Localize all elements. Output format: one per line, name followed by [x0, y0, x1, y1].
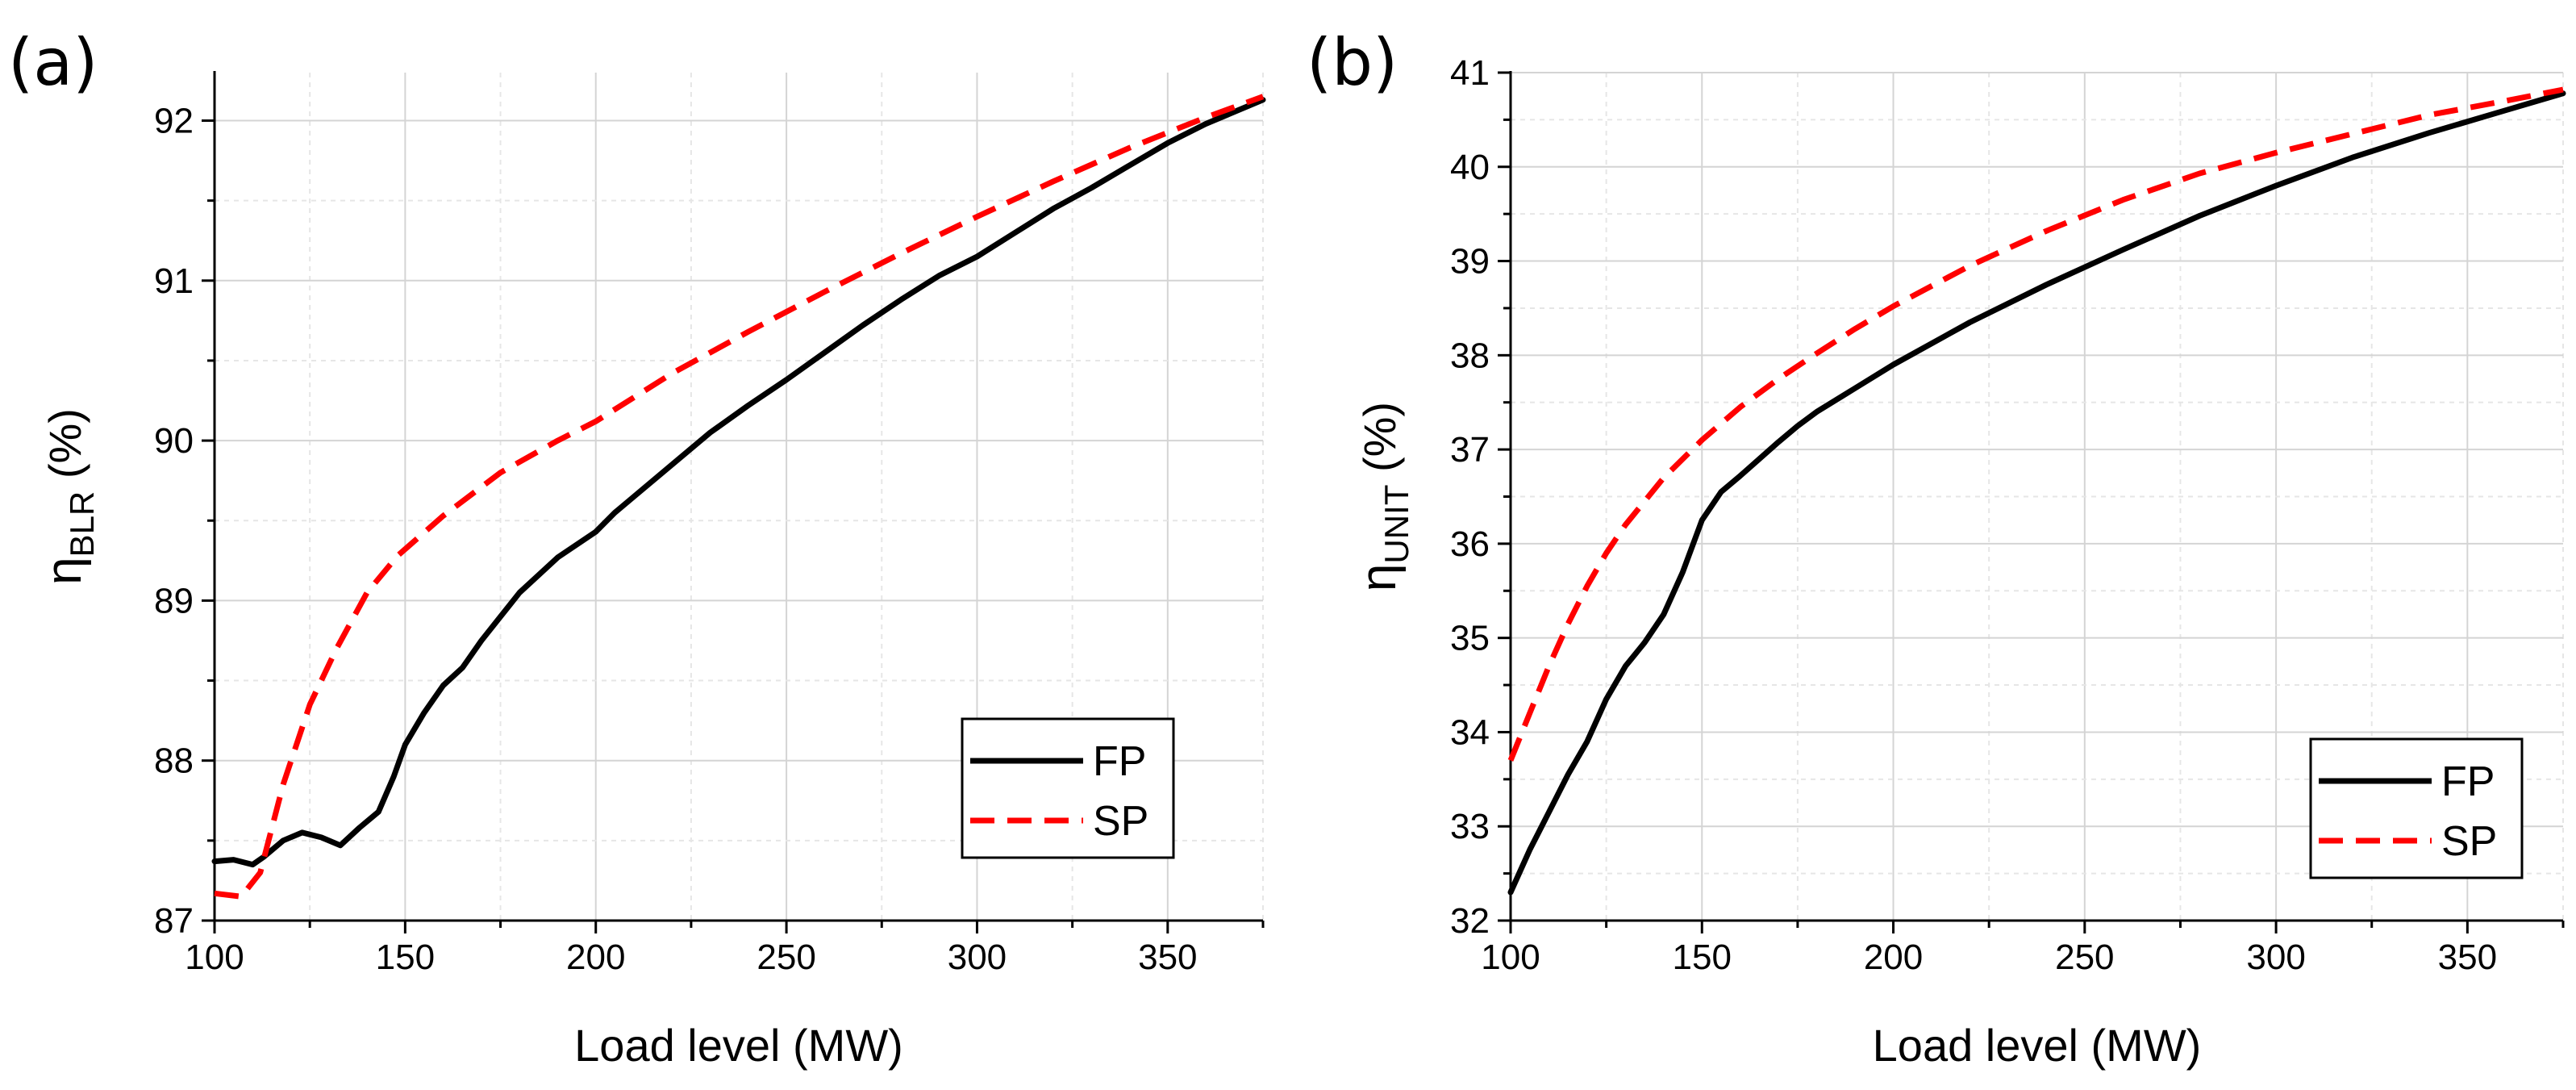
y-tick-label: 91 [154, 261, 194, 301]
y-axis-title-subscript: UNIT [1378, 485, 1415, 564]
x-tick-label: 300 [2246, 938, 2305, 977]
x-tick-label: 150 [1673, 938, 1732, 977]
y-tick-label: 32 [1450, 901, 1490, 941]
y-axis-title: ηBLR (%) [36, 408, 101, 585]
y-tick-label: 90 [154, 421, 194, 461]
chart-panel-b: 100 150 200 250 300 350 32 33 34 35 36 37 38 39 40 41 FP… [1307, 25, 2566, 1071]
panel-label: (b) [1307, 25, 1398, 100]
x-axis-title: Load level (MW) [1873, 1020, 2202, 1071]
legend-label-fp: FP [1093, 738, 1146, 785]
y-tick-label: 39 [1450, 242, 1490, 282]
x-tick-label: 100 [185, 938, 244, 977]
x-tick-label: 100 [1481, 938, 1540, 977]
y-tick-label: 37 [1450, 430, 1490, 470]
y-axis-title-unit: (%) [1354, 402, 1405, 485]
x-tick-label: 250 [757, 938, 815, 977]
series-line-sp [1507, 86, 2564, 762]
legend: FP SP [2309, 737, 2524, 879]
x-axis-title: Load level (MW) [574, 1020, 903, 1071]
chart-panel-a: 100 150 200 250 300 350 87 88 89 90 91 92 FP SP Load l… [8, 25, 1266, 1071]
y-tick-label: 36 [1450, 524, 1490, 564]
y-tick-label: 88 [154, 741, 194, 781]
grid [214, 73, 1264, 921]
x-tick-label: 150 [376, 938, 435, 977]
legend-label-sp: SP [1093, 798, 1148, 845]
y-tick-label: 92 [154, 101, 194, 140]
legend-label-fp: FP [2441, 758, 2495, 805]
panel-label: (a) [8, 25, 98, 100]
y-axis-title-symbol: η [36, 557, 92, 584]
y-tick-label: 87 [154, 901, 194, 941]
y-tick-label: 40 [1450, 148, 1490, 187]
x-tick-label: 200 [566, 938, 625, 977]
legend-box [2309, 737, 2524, 879]
y-tick-label: 41 [1450, 53, 1490, 93]
legend-box [961, 717, 1175, 859]
x-tick-label: 300 [948, 938, 1007, 977]
y-tick-label: 34 [1450, 712, 1490, 752]
y-axis-title: ηUNIT (%) [1351, 402, 1415, 591]
y-axis-title-subscript: BLR [63, 491, 101, 558]
y-axis-title-symbol: η [1351, 564, 1407, 591]
series-line-sp [214, 94, 1265, 900]
series-line-fp [1507, 90, 2566, 896]
y-tick-label: 33 [1450, 807, 1490, 846]
y-tick-label: 38 [1450, 336, 1490, 375]
x-tick-label: 200 [1864, 938, 1923, 977]
series-line-fp [211, 97, 1266, 868]
x-tick-label: 250 [2055, 938, 2114, 977]
legend: FP SP [961, 717, 1175, 859]
x-tick-label: 350 [2438, 938, 2497, 977]
y-tick-label: 35 [1450, 619, 1490, 658]
y-axis-title-unit: (%) [40, 408, 90, 491]
x-tick-label: 350 [1138, 938, 1197, 977]
y-tick-label: 89 [154, 581, 194, 620]
legend-label-sp: SP [2441, 818, 2497, 865]
